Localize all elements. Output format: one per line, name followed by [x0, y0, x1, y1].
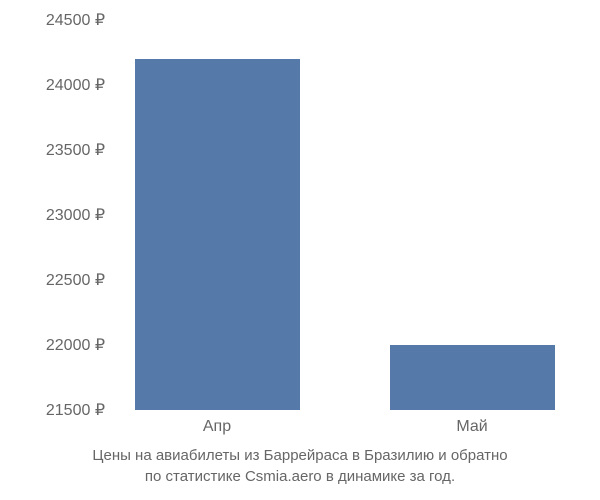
y-tick-label: 21500 ₽: [46, 400, 105, 420]
y-tick-label: 22000 ₽: [46, 335, 105, 355]
y-tick-label: 22500 ₽: [46, 270, 105, 290]
y-tick-label: 23500 ₽: [46, 140, 105, 160]
y-tick-label: 24000 ₽: [46, 75, 105, 95]
plot-area: [110, 20, 580, 410]
chart-caption: Цены на авиабилеты из Баррейраса в Брази…: [0, 445, 600, 487]
chart-container: 24500 ₽ 24000 ₽ 23500 ₽ 23000 ₽ 22500 ₽ …: [0, 0, 600, 500]
bar-apr: [135, 59, 300, 410]
caption-line-2: по статистике Csmia.aero в динамике за г…: [0, 466, 600, 487]
caption-line-1: Цены на авиабилеты из Баррейраса в Брази…: [0, 445, 600, 466]
y-tick-label: 24500 ₽: [46, 10, 105, 30]
x-tick-label: Май: [456, 418, 487, 436]
y-tick-label: 23000 ₽: [46, 205, 105, 225]
bar-may: [390, 345, 555, 410]
x-tick-label: Апр: [203, 418, 231, 436]
